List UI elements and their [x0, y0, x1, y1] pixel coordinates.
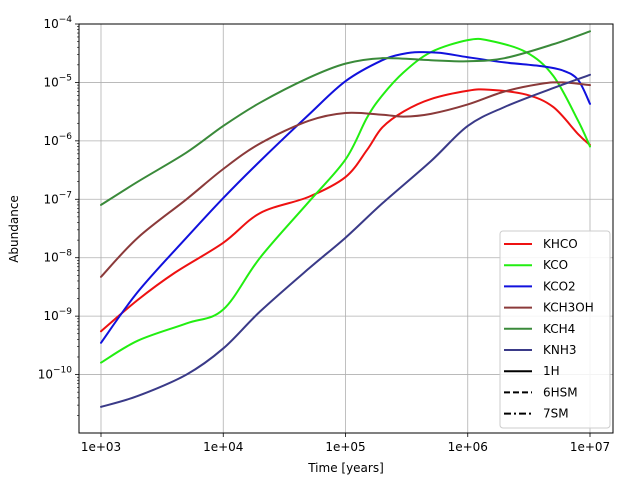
legend-label-knh3: KNH3: [543, 343, 577, 357]
legend-label-1h: 1H: [543, 364, 560, 378]
y-tick-label: 10−5: [43, 73, 72, 89]
legend-label-kco: KCO: [543, 258, 568, 272]
series-line-kco: [100, 37, 591, 364]
y-axis-label: Abundance: [7, 195, 21, 263]
legend-label-kch4: KCH4: [543, 322, 575, 336]
x-tick-label: 1e+03: [81, 440, 121, 454]
series-line-kch3oh: [100, 81, 591, 278]
series-line-kch4: [100, 30, 591, 206]
plot-frame: [78, 23, 614, 434]
legend: KHCO KCO KCO2 KCH3OH KCH4 KNH3 1H 6HSM 7SM: [499, 230, 611, 429]
plot-lines: [100, 30, 591, 408]
series-line-knh3: [100, 73, 591, 408]
x-tick-label: 1e+04: [203, 440, 243, 454]
y-tick-label: 10−7: [43, 190, 72, 206]
legend-label-khco: KHCO: [543, 237, 578, 251]
y-tick-label: 10−10: [38, 366, 73, 382]
y-tick-label: 10−4: [43, 15, 72, 31]
y-tick-label: 10−9: [43, 307, 72, 323]
legend-label-7sm: 7SM: [543, 407, 569, 421]
legend-label-kch3oh: KCH3OH: [543, 301, 594, 315]
x-axis-label: Time [years]: [307, 461, 384, 475]
legend-label-kco2: KCO2: [543, 279, 576, 293]
x-tick-label: 1e+05: [325, 440, 365, 454]
series-line-khco: [100, 88, 591, 333]
legend-box: [499, 230, 611, 429]
x-tick-label: 1e+06: [448, 440, 488, 454]
y-tick-label: 10−8: [43, 249, 72, 265]
x-tick-label: 1e+07: [570, 440, 610, 454]
series-line-kco2: [100, 51, 591, 344]
axis-ticks: 1e+03 1e+04 1e+05 1e+06 1e+07 10−10 10−9 10−8 10…: [38, 15, 610, 454]
legend-label-6hsm: 6HSM: [543, 385, 578, 399]
y-tick-label: 10−6: [43, 132, 72, 148]
